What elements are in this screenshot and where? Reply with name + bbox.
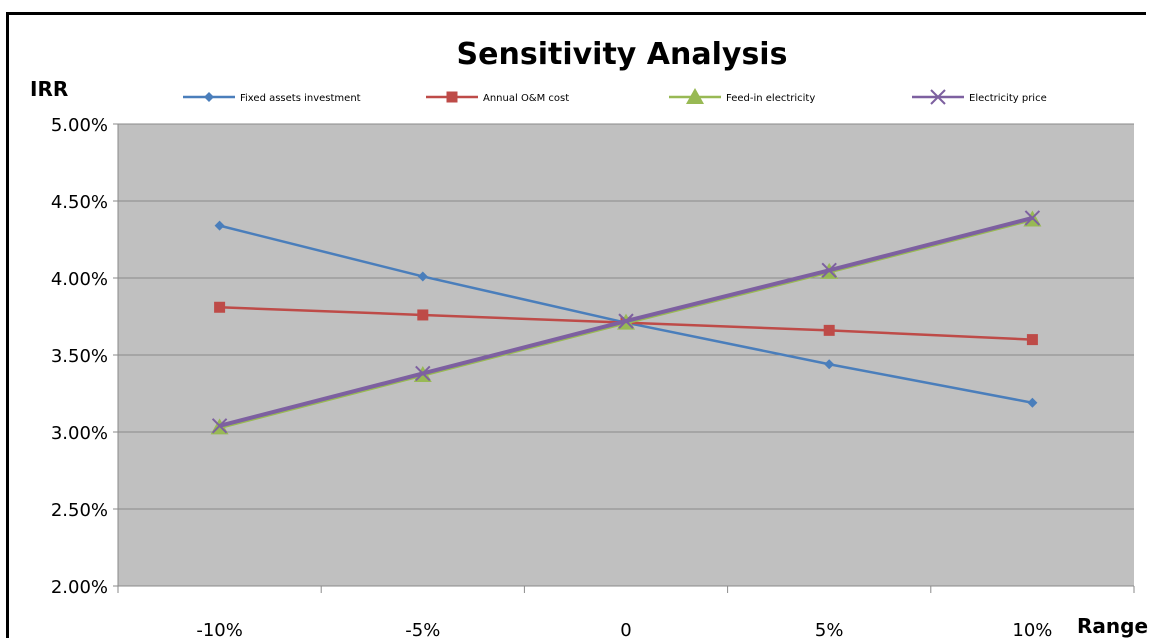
y-tick-label: 2.50%	[51, 500, 108, 521]
marker-x	[618, 313, 634, 329]
legend: Fixed assets investment Annual O&M cost Fe…	[183, 88, 1047, 105]
marker-triangle	[686, 88, 704, 104]
marker-x-stroke	[211, 418, 228, 434]
marker-square	[417, 309, 429, 321]
chart-frame	[6, 12, 1146, 638]
marker-square	[446, 91, 458, 103]
x-tick-label: 5%	[815, 620, 844, 641]
x-axis-label: Range	[1077, 614, 1148, 638]
marker-square	[1026, 334, 1038, 346]
legend-label: Feed-in electricity	[726, 93, 815, 104]
plot-area: 2.00% 2.50% 3.00% 3.50% 4.00% 4.50% 5.00% -10% -…	[51, 115, 1135, 641]
y-axis-label: IRR	[30, 77, 68, 101]
marker-x-stroke	[618, 313, 634, 329]
legend-label: Annual O&M cost	[483, 93, 569, 104]
marker-x-stroke	[930, 89, 946, 105]
marker-x	[930, 89, 946, 105]
y-tick-label: 4.00%	[51, 269, 108, 290]
legend-label: Fixed assets investment	[240, 93, 361, 104]
marker-x-stroke	[821, 262, 837, 279]
marker-diamond	[1027, 397, 1038, 408]
marker-square	[214, 301, 226, 313]
legend-label: Electricity price	[969, 93, 1047, 104]
marker-x	[821, 262, 837, 279]
chart-title: Sensitivity Analysis	[457, 37, 788, 72]
marker-diamond	[204, 92, 214, 102]
x-tick-label: 10%	[1012, 620, 1052, 641]
marker-square	[823, 324, 835, 336]
marker-diamond	[824, 359, 835, 370]
x-tick-label: -10%	[196, 620, 243, 641]
y-tick-label: 2.00%	[51, 577, 108, 598]
marker-x	[1024, 210, 1041, 226]
marker-diamond	[214, 220, 225, 231]
y-tick-label: 3.50%	[51, 346, 108, 367]
marker-x-stroke	[1024, 210, 1041, 226]
x-tick-label: 0	[620, 620, 631, 641]
y-tick-label: 3.00%	[51, 423, 108, 444]
marker-x	[211, 418, 228, 434]
y-tick-label: 4.50%	[51, 192, 108, 213]
x-tick-label: -5%	[405, 620, 440, 641]
y-tick-label: 5.00%	[51, 115, 108, 136]
marker-diamond	[417, 271, 428, 282]
marker-x	[415, 365, 431, 382]
marker-x-stroke	[415, 365, 431, 382]
